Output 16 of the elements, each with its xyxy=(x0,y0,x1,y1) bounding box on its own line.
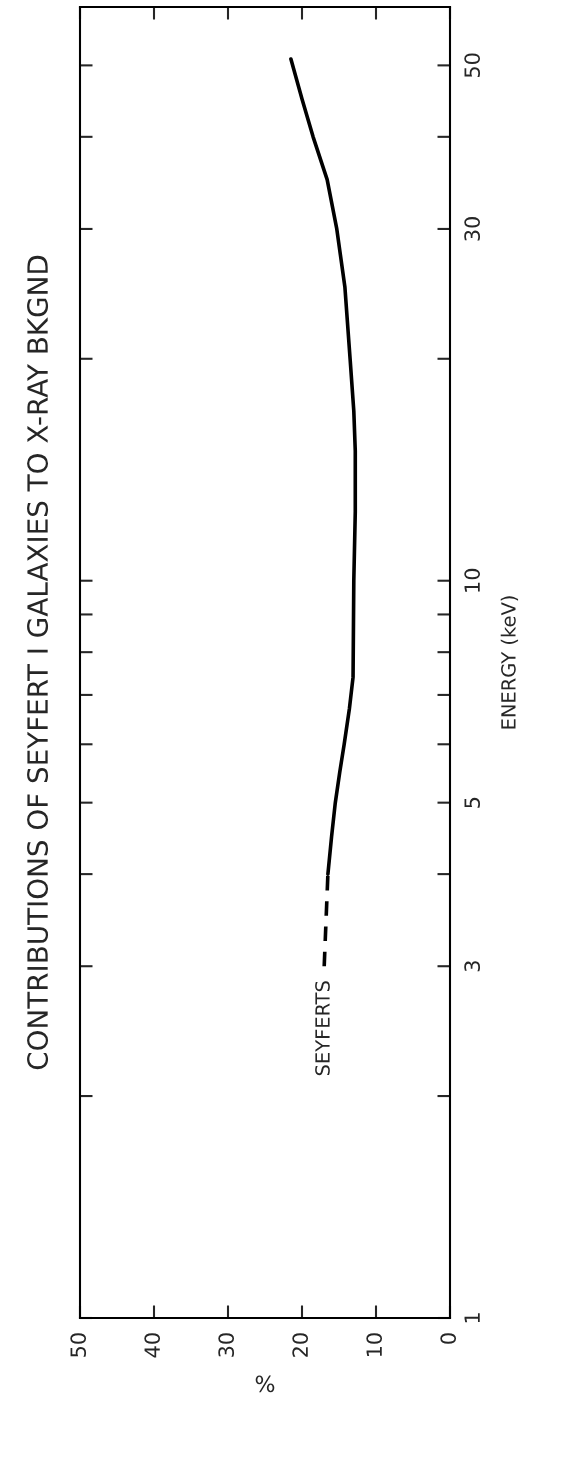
text: CONTRIBUTIONS OF SEYFERT I GALAXIES TO X-RAY BKGND xyxy=(27,255,49,1070)
y-tick-label: 5 xyxy=(464,797,481,808)
x-tick-label: 50 xyxy=(70,1333,87,1357)
x-tick-label: 20 xyxy=(292,1333,309,1357)
y-tick-label: 10 xyxy=(464,568,481,592)
x-axis-title: % xyxy=(255,1375,275,1393)
x-tick-label: 0 xyxy=(440,1333,457,1344)
y-tick-label: 50 xyxy=(464,53,481,78)
x-tick-label: 30 xyxy=(218,1333,235,1357)
y-tick-label: 30 xyxy=(464,217,481,241)
y-tick-label: 1 xyxy=(464,1313,480,1323)
annotation: SEYFERTS xyxy=(315,981,330,1076)
y-axis-title: ENERGY (keV) xyxy=(500,596,519,729)
y-tick-label: 3 xyxy=(464,961,481,972)
x-tick-label: 40 xyxy=(144,1333,161,1358)
x-tick-label: 10 xyxy=(366,1333,383,1357)
